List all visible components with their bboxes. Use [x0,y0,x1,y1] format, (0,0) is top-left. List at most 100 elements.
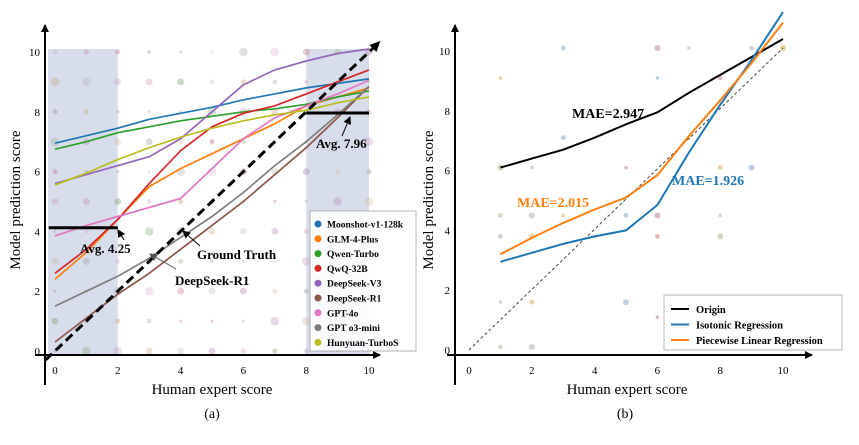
panel-b-y-tick-label: 6 [445,166,451,178]
panel-b-scatter-point [624,165,628,170]
panel-b-mae-origin: MAE=2.947 [572,107,644,122]
panel-b: 0 2 4 6 8 10 0 2 4 6 8 10 Model prediction score Hu… [421,11,843,422]
panel-b-tick-labels: 0 2 4 6 8 10 0 2 4 6 8 10 [439,46,789,377]
panel-b-y-tick-label: 8 [445,106,451,118]
panel-a-legend-label-hunyuan-turbos: Hunyuan-TurboS [327,339,398,349]
panel-a-legend-label-qwen-turbo: Qwen-Turbo [327,250,379,260]
panel-a-scatter-point [179,319,183,323]
panel-b-line-piecewise-linear-regression [499,21,784,256]
panel-b-x-tick-label: 6 [655,365,661,377]
panel-b-scatter-point [530,165,534,170]
panel-a-scatter-point [50,77,60,87]
panel-a-shaded-region [48,49,118,354]
panel-a-legend-label-deepseek-v3: DeepSeek-V3 [327,280,382,290]
panel-a-scatter-point [114,78,122,86]
panel-a-scatter-point [145,78,153,86]
panel-a-scatter-point [115,258,121,264]
panel-a-tick-labels: 0 2 4 6 8 10 0 2 4 6 8 10 [29,47,375,377]
panel-a-scatter-point [53,289,57,293]
panel-b-background-dots [497,45,786,351]
panel-a-scatter-point [209,79,215,85]
panel-a-scatter-point [240,228,247,235]
panel-a-scatter-point [273,199,277,204]
panel-a-scatter-point [82,346,91,356]
panel-a-legend-label-qwq-32b: QwQ-32B [327,265,368,275]
panel-a-scatter-point [145,138,153,146]
panel-a-y-tick-label: 2 [35,286,41,298]
panel-a-legend-marker-deepseek-v3 [314,279,322,287]
panel-a-scatter-point [52,49,58,55]
panel-a-scatter-point [146,199,152,204]
panel-b-legend: Origin Isotonic Regression Piecewise Linea… [663,294,843,351]
panel-a-scatter-point [147,50,151,54]
panel-a-scatter-point [53,229,57,233]
panel-b-x-tick-label: 2 [529,365,535,377]
panel-a-scatter-point [82,77,91,87]
panel-a-scatter-point [116,170,120,174]
panel-b-scatter-point [623,213,629,218]
panel-a-scatter-point [84,229,88,233]
panel-a-scatter-point [52,109,58,115]
panel-a-deepseek-label: DeepSeek-R1 [175,273,249,288]
panel-b-scatter-point [498,344,503,350]
panel-a-legend-marker-qwen-turbo [314,250,322,258]
panel-a-legend-label-gpt-4o: GPT-4o [327,309,359,319]
panel-b-scatter-point [655,76,660,80]
panel-b-y-tick-label: 2 [445,285,451,297]
panel-a-scatter-point [273,259,277,263]
panel-b-y-tick-label: 4 [445,225,451,237]
panel-b-scatter-point [498,76,503,80]
panel-b-legend-label-isotonic-regression: Isotonic Regression [696,321,783,332]
panel-a-scatter-point [272,348,278,354]
panel-a-scatter-point [302,48,310,56]
panel-b-xlabel: Human expert score [567,382,688,398]
panel-a-ground-truth-label: Ground Truth [197,247,277,262]
panel-a-x-tick-label: 4 [178,365,184,377]
panel-a-scatter-point [364,137,374,146]
panel-a-scatter-point [272,79,278,85]
panel-a-scatter-point [178,258,184,264]
panel-a-ylabel: Model prediction score [8,130,24,269]
panel-a-scatter-point [114,138,122,146]
panel-a-scatter-point [210,259,214,263]
panel-a-caption: (a) [204,407,220,422]
panel-a-scatter-point [272,288,278,294]
panel-a-scatter-point [240,79,246,85]
panel-a-axes [35,24,381,385]
panel-a-scatter-point [208,347,216,355]
panel-b-legend-label-piecewise-linear-regression: Piecewise Linear Regression [696,336,823,347]
panel-a-scatter-point [241,259,245,263]
panel-a-scatter-point [304,80,308,84]
panel-a-xlabel: Human expert score [152,382,273,398]
panel-a-avg-low-arrow [117,229,126,241]
panel-a-legend-marker-gpt-4o [314,309,322,317]
panel-a-line-moonshot-v1-128k [54,78,370,145]
panel-b-x-tick-label: 4 [592,365,598,377]
panel-a-legend-label-moonshot-v1-128k: Moonshot-v1-128k [327,221,404,231]
panel-a-scatter-point [210,319,214,323]
panel-a-scatter-point [303,228,309,234]
panel-b-scatter-point [748,164,755,171]
panel-a-scatter-point [270,316,280,326]
panel-a-scatter-point [146,318,152,324]
panel-a-line-gpt-o3-mini [54,85,370,307]
panel-b-scatter-point [749,45,754,51]
panel-a-avg-low-label: Avg. 4.25 [80,241,131,256]
panel-a-deepseek-arrow [149,253,177,270]
panel-a-avg-high-label: Avg. 7.96 [316,136,367,151]
panel-a-scatter-point [178,139,184,145]
panel-a-scatter-point [83,198,90,205]
panel-b-scatter-point [528,212,535,219]
panel-a-scatter-point [145,347,153,355]
panel-a-scatter-point [301,316,311,326]
panel-b-scatter-point [623,299,629,306]
panel-a-x-tick-label: 10 [364,365,376,377]
panel-a-line-deepseek-v3 [54,48,370,185]
panel-a-scatter-point [179,50,183,54]
panel-a-scatter-point [52,169,58,175]
panel-b-line-origin [500,38,784,169]
panel-a-scatter-point [51,317,59,325]
panel-a-ground-truth-arrow [182,230,201,247]
panel-a-ground-truth-arrowhead [369,41,381,53]
